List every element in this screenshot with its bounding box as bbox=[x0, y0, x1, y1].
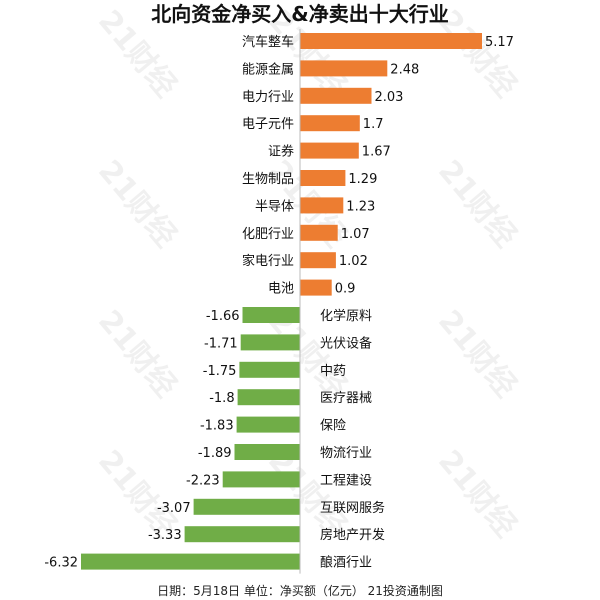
value-label: -1.8 bbox=[209, 391, 234, 406]
bar-positive bbox=[300, 87, 372, 104]
bar-positive bbox=[300, 224, 338, 241]
value-label: 1.23 bbox=[346, 199, 375, 214]
bar-negative bbox=[240, 334, 300, 351]
category-label: 工程建设 bbox=[320, 473, 372, 488]
value-label: 1.02 bbox=[339, 254, 368, 269]
category-label: 电力行业 bbox=[242, 90, 294, 105]
category-label: 房地产开发 bbox=[320, 527, 385, 543]
category-label: 半导体 bbox=[255, 199, 294, 214]
value-label: -3.07 bbox=[157, 501, 191, 516]
category-label: 保险 bbox=[320, 419, 346, 434]
category-label: 光伏设备 bbox=[320, 335, 372, 351]
value-label: -1.83 bbox=[200, 419, 234, 434]
bar-negative bbox=[81, 553, 300, 570]
bar-positive bbox=[300, 115, 360, 132]
bar-positive bbox=[300, 33, 482, 49]
value-label: 5.17 bbox=[485, 35, 514, 50]
value-label: -1.71 bbox=[204, 336, 238, 351]
value-label: 0.9 bbox=[335, 282, 356, 297]
category-label: 医疗器械 bbox=[320, 391, 372, 406]
value-label: -2.23 bbox=[186, 473, 220, 488]
chart-footer: 日期：5月18日 单位：净买额（亿元） 21投资通制图 bbox=[157, 583, 443, 598]
value-label: 2.48 bbox=[390, 62, 419, 77]
chart-title: 北向资金净买入&净卖出十大行业 bbox=[151, 2, 448, 26]
bar-negative bbox=[236, 416, 300, 433]
category-label: 生物制品 bbox=[242, 172, 294, 187]
bar-positive bbox=[300, 170, 346, 186]
value-label: -3.33 bbox=[148, 528, 182, 543]
value-label: 1.67 bbox=[362, 145, 391, 160]
watermark-text: 21财经 bbox=[91, 304, 183, 404]
bar-negative bbox=[222, 471, 300, 488]
value-label: 1.07 bbox=[341, 227, 370, 242]
value-label: 1.29 bbox=[348, 172, 377, 187]
watermark-text: 21财经 bbox=[431, 154, 523, 254]
category-label: 能源金属 bbox=[242, 61, 294, 77]
value-label: -1.89 bbox=[198, 446, 232, 461]
bar-negative bbox=[242, 307, 300, 323]
bar-negative bbox=[234, 444, 300, 460]
watermark-text: 21财经 bbox=[431, 304, 523, 404]
bar-positive bbox=[300, 279, 332, 296]
bar-positive bbox=[300, 252, 336, 269]
category-label: 电池 bbox=[268, 282, 294, 297]
bar-positive bbox=[300, 60, 388, 77]
bar-negative bbox=[237, 389, 300, 406]
category-label: 证券 bbox=[268, 144, 294, 160]
bar-negative bbox=[184, 526, 300, 543]
category-label: 物流行业 bbox=[320, 446, 372, 461]
category-label: 电子元件 bbox=[242, 117, 294, 132]
value-label: -1.66 bbox=[206, 309, 240, 324]
value-label: -1.75 bbox=[203, 364, 237, 379]
category-label: 化学原料 bbox=[320, 308, 372, 324]
watermark-text: 21财经 bbox=[431, 444, 523, 544]
bar-layer bbox=[81, 33, 482, 570]
value-label: 1.7 bbox=[363, 117, 384, 132]
bar-positive bbox=[300, 197, 344, 214]
category-label: 中药 bbox=[320, 364, 346, 379]
bar-positive bbox=[300, 142, 359, 159]
category-label: 酿酒行业 bbox=[320, 555, 372, 571]
label-layer: 汽车整车 5.17 能源金属 2.48 电力行业 2.03 电子元件 1.7 证券 1.67 生物制… bbox=[44, 34, 514, 571]
watermark-text: 21财经 bbox=[91, 154, 183, 254]
bar-negative bbox=[193, 498, 300, 515]
category-label: 互联网服务 bbox=[320, 500, 385, 516]
category-label: 汽车整车 bbox=[242, 34, 294, 50]
bar-negative bbox=[239, 361, 300, 378]
category-label: 化肥行业 bbox=[242, 227, 294, 242]
category-label: 家电行业 bbox=[242, 253, 294, 269]
value-label: 2.03 bbox=[375, 90, 404, 105]
value-label: -6.32 bbox=[44, 556, 78, 571]
